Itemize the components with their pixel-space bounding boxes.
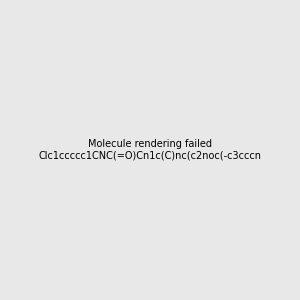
Text: Molecule rendering failed
Clc1ccccc1CNC(=O)Cn1c(C)nc(c2noc(-c3cccn: Molecule rendering failed Clc1ccccc1CNC(…	[38, 139, 262, 161]
